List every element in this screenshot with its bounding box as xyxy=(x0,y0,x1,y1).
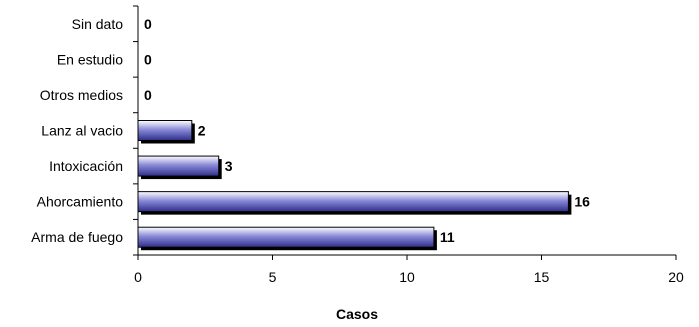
data-label-sin-dato: 0 xyxy=(144,16,152,32)
x-tick-label-10: 10 xyxy=(399,269,415,285)
data-label-arma-de-fuego: 11 xyxy=(440,229,455,245)
bars-layer xyxy=(137,120,572,251)
x-tick-label-5: 5 xyxy=(269,269,277,285)
data-label-lanz-al-vacio: 2 xyxy=(198,123,206,139)
bar-intoxicacion xyxy=(137,155,220,177)
axis-layer: Sin dato 0 En estudio 0 Otros medios 0 Lanz al… xyxy=(31,5,684,285)
data-label-ahorcamiento: 16 xyxy=(574,194,590,210)
data-label-otros-medios: 0 xyxy=(144,87,152,103)
bar-ahorcamiento xyxy=(137,191,569,213)
x-axis-title: Casos xyxy=(336,306,378,322)
x-tick-label-0: 0 xyxy=(134,269,142,285)
x-tick-label-20: 20 xyxy=(668,269,684,285)
category-label-en-estudio: En estudio xyxy=(57,51,123,67)
x-tick-label-15: 15 xyxy=(534,269,550,285)
category-label-otros-medios: Otros medios xyxy=(40,87,123,103)
data-label-en-estudio: 0 xyxy=(144,51,152,67)
category-label-ahorcamiento: Ahorcamiento xyxy=(37,194,124,210)
data-label-intoxicacion: 3 xyxy=(225,158,233,174)
category-label-arma-de-fuego: Arma de fuego xyxy=(31,229,123,245)
category-label-lanz-al-vacio: Lanz al vacio xyxy=(41,123,123,139)
category-label-sin-dato: Sin dato xyxy=(72,16,124,32)
bar-lanz-al-vacio xyxy=(137,120,193,141)
category-label-intoxicacion: Intoxicación xyxy=(49,158,123,174)
bar-arma-de-fuego xyxy=(137,226,435,248)
